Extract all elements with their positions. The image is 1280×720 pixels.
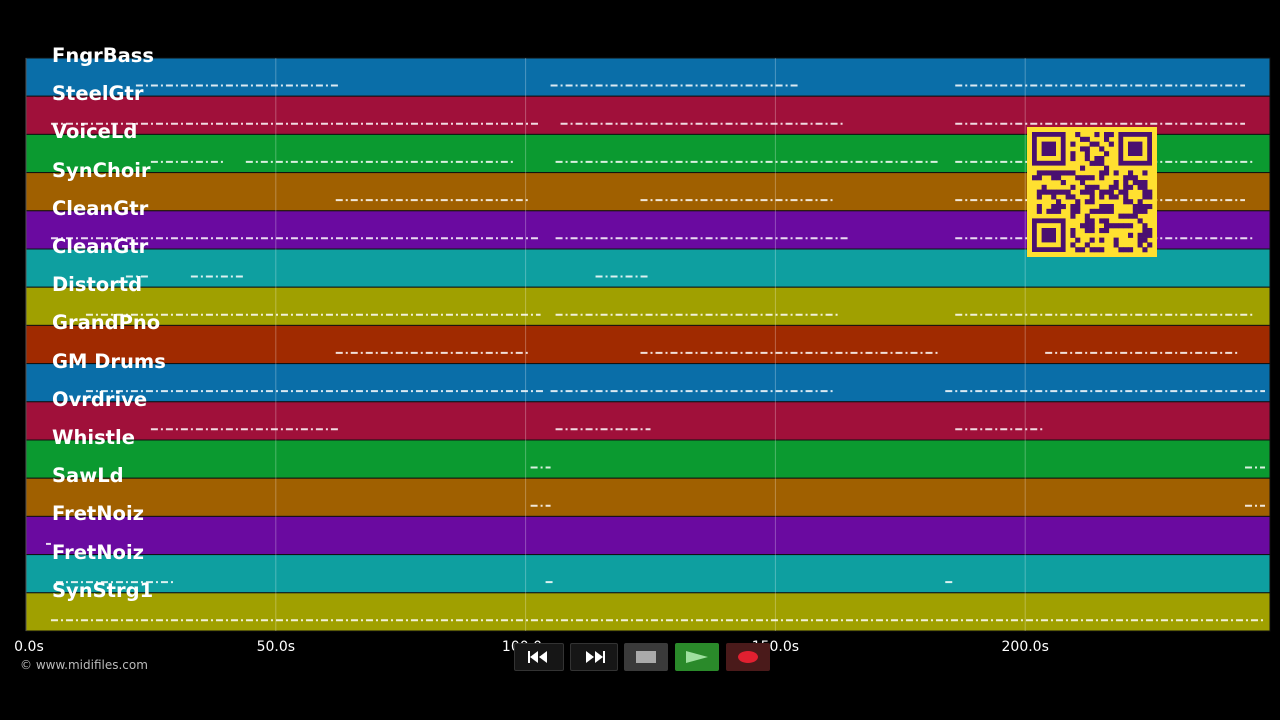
track-label: FretNoiz bbox=[52, 502, 144, 526]
tick-label: 50.0s bbox=[256, 639, 296, 655]
qr-code-icon bbox=[1027, 127, 1157, 257]
record-icon bbox=[737, 650, 759, 664]
track-lane bbox=[25, 592, 1271, 632]
track-label: Ovrdrive bbox=[52, 387, 148, 411]
track-lane bbox=[25, 363, 1271, 403]
track-label: Distortd bbox=[52, 273, 143, 297]
transport-controls bbox=[510, 643, 772, 671]
track-label: SynChoir bbox=[52, 158, 151, 182]
record-button[interactable] bbox=[726, 643, 770, 671]
track-lane bbox=[25, 286, 1271, 326]
track-lane bbox=[25, 439, 1271, 479]
rewind-button[interactable] bbox=[514, 643, 564, 671]
track-label: VoiceLd bbox=[52, 120, 138, 144]
track-label: GM Drums bbox=[52, 349, 166, 373]
track-label: FretNoiz bbox=[52, 540, 144, 564]
copyright-text: © www.midifiles.com bbox=[20, 658, 148, 672]
track-label: GrandPno bbox=[52, 311, 161, 335]
track-label: FngrBass bbox=[52, 44, 155, 67]
track-label: SteelGtr bbox=[52, 82, 144, 106]
rewind-icon bbox=[525, 650, 553, 664]
fast-forward-button[interactable] bbox=[570, 643, 618, 671]
play-button[interactable] bbox=[675, 643, 719, 671]
tick-label: 0.0s bbox=[14, 639, 44, 655]
track-lane bbox=[25, 554, 1271, 594]
track-lane bbox=[25, 515, 1271, 556]
track-lane bbox=[25, 401, 1271, 441]
track-label: SawLd bbox=[52, 464, 124, 488]
track-label: Whistle bbox=[52, 426, 135, 449]
stop-icon bbox=[636, 651, 656, 663]
play-icon bbox=[684, 650, 710, 664]
stop-button[interactable] bbox=[624, 643, 668, 671]
track-lane bbox=[25, 57, 1271, 97]
track-label: CleanGtr bbox=[52, 196, 149, 220]
tick-label: 200.0s bbox=[1001, 639, 1049, 655]
track-lane bbox=[25, 324, 1271, 365]
track-lane bbox=[25, 477, 1271, 517]
fast-forward-icon bbox=[580, 650, 608, 664]
track-label: SynStrg1 bbox=[52, 578, 154, 602]
track-label: CleanGtr bbox=[52, 235, 149, 258]
